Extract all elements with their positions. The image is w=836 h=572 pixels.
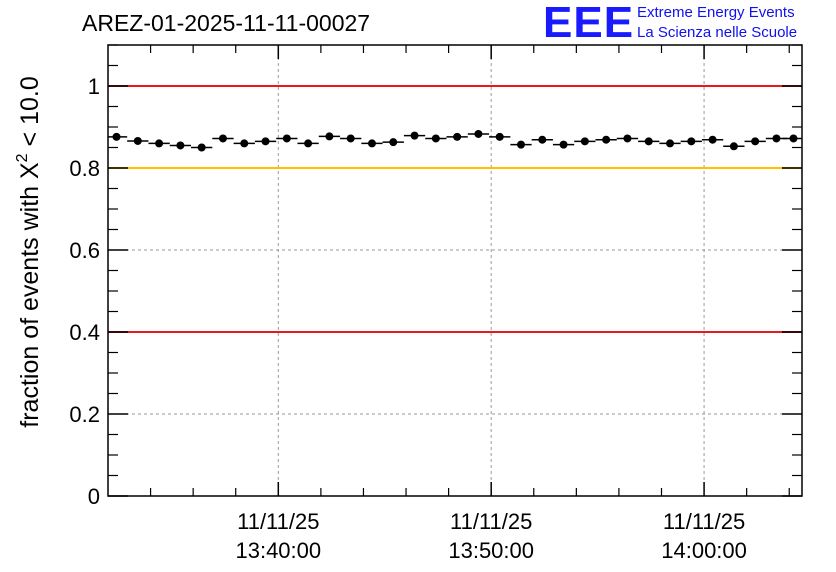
data-point [708, 135, 717, 144]
ylabel-prefix: fraction of events with [16, 179, 44, 428]
data-point [176, 141, 185, 150]
data-point [197, 143, 206, 152]
data-point [112, 132, 121, 141]
data-point [240, 139, 249, 148]
ylabel-superscript: 2 [14, 153, 31, 162]
ticks [108, 44, 802, 497]
grid-layer [108, 45, 802, 496]
data-point [325, 132, 334, 141]
x-tick-label-time: 13:50:00 [448, 538, 534, 563]
x-tick-label-date: 11/11/25 [450, 509, 532, 534]
y-tick-label: 0.8 [69, 156, 100, 181]
chart-title: AREZ-01-2025-11-11-00027 [82, 10, 371, 36]
data-point [453, 132, 462, 141]
eee-logo-text: EEE [543, 0, 635, 47]
data-point [155, 139, 164, 148]
x-tick-label-date: 11/11/25 [237, 509, 319, 534]
data-point [431, 134, 440, 143]
y-tick-label: 0.2 [69, 402, 100, 427]
data-point [367, 139, 376, 148]
y-axis-label: fraction of events with X2 < 10.0 [14, 76, 44, 427]
y-tick-label: 0.6 [69, 238, 100, 263]
data-point [751, 137, 760, 146]
ylabel-suffix: < 10.0 [16, 76, 44, 153]
logo-line-1: Extreme Energy Events [637, 4, 795, 21]
data-point [474, 129, 483, 138]
y-tick-label: 0.4 [69, 320, 100, 345]
reference-lines [108, 85, 802, 333]
data-point [580, 137, 589, 146]
data-point [666, 139, 675, 148]
data-point [261, 137, 270, 146]
data-series [108, 129, 802, 152]
x-tick-label-time: 13:40:00 [235, 538, 321, 563]
logo-line-2: La Scienza nelle Scuole [637, 24, 798, 41]
data-point [602, 135, 611, 144]
tick-labels: 0 0.2 0.4 0.6 0.8 1 11/11/25 13:40:00 11/11/25 13… [69, 74, 746, 563]
data-point [282, 134, 291, 143]
data-point [729, 142, 738, 151]
data-point [538, 135, 547, 144]
data-point [772, 134, 781, 143]
data-point [495, 132, 504, 141]
data-point [789, 134, 798, 143]
x-tick-label-date: 11/11/25 [663, 509, 745, 534]
plot-frame [107, 44, 803, 497]
y-tick-label: 1 [88, 74, 100, 99]
y-tick-label: 0 [88, 484, 100, 509]
eee-logo-mark: EEE [543, 0, 634, 46]
ylabel-symbol: X [16, 162, 44, 179]
data-point [516, 140, 525, 149]
data-point [410, 131, 419, 140]
data-point [218, 134, 227, 143]
data-point [346, 134, 355, 143]
data-point [389, 138, 398, 147]
data-point [559, 140, 568, 149]
x-tick-label-time: 14:00:00 [661, 538, 747, 563]
data-point [304, 139, 313, 148]
data-point [133, 136, 142, 145]
data-point [687, 137, 696, 146]
data-point [644, 137, 653, 146]
data-point [623, 134, 632, 143]
